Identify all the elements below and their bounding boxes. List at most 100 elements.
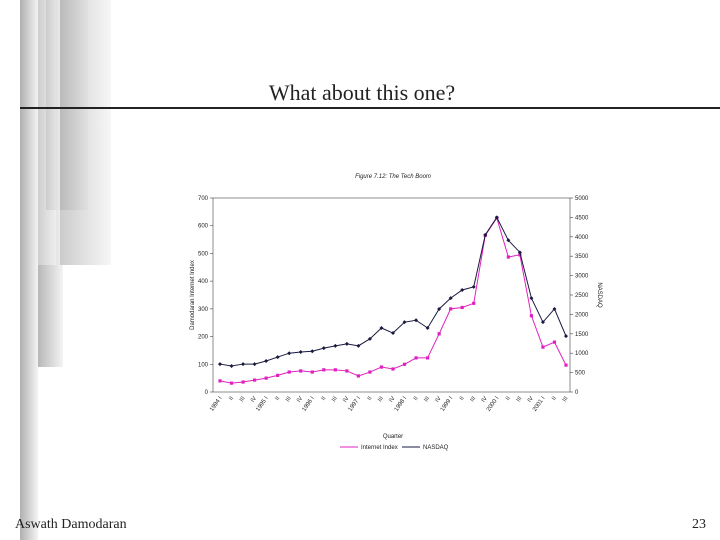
marker [241,362,246,367]
x-tick-label: III [239,395,247,403]
x-tick-label: II [505,395,512,401]
marker [333,343,338,348]
y-tick-label: 600 [198,224,209,230]
marker [264,376,268,380]
marker [299,369,303,373]
y2-tick-label: 3000 [575,274,589,280]
marker [402,320,407,325]
marker [264,358,269,363]
legend-label: Internet Index [361,445,398,451]
slide-title: What about this one? [269,80,455,105]
x-tick-label: III [470,395,478,403]
marker [460,305,464,310]
marker [529,296,534,301]
y2-tick-label: 1000 [575,351,589,357]
x-tick-label: III [562,395,570,403]
marker [287,370,291,374]
y2-tick-label: 4500 [575,215,589,221]
x-tick-label: 1998 I [394,395,409,412]
marker [252,362,257,367]
x-tick-label: 2000 I [486,395,501,412]
marker [229,364,234,369]
y-tick-label: 400 [198,279,209,285]
x-tick-label: 1994 I [209,395,224,412]
marker [275,355,280,360]
marker [298,350,303,355]
marker [367,336,372,341]
y2-axis-label: NASDAQ [596,282,602,308]
marker [449,307,453,311]
y-tick-label: 700 [198,196,209,202]
marker [529,314,533,318]
decoration [20,0,38,540]
x-tick-label: IV [250,396,258,404]
marker [448,296,453,301]
marker [218,362,222,367]
marker [414,318,419,323]
marker [321,346,326,351]
x-tick-label: III [331,395,339,403]
x-tick-label: III [377,395,385,403]
x-tick-label: IV [527,396,535,404]
marker [437,332,441,336]
y2-tick-label: 2500 [575,293,589,299]
x-axis-label: Quarter [383,434,403,440]
marker [426,356,430,360]
x-tick-label: 1995 I [255,395,270,412]
y-tick-label: 500 [198,251,209,257]
marker [344,341,349,346]
x-tick-label: II [413,395,420,401]
marker [333,368,337,372]
marker [541,345,545,349]
marker [356,343,361,348]
page-number: 23 [692,517,706,532]
marker [402,362,407,366]
y-tick-label: 300 [198,307,209,313]
y2-tick-label: 5000 [575,196,589,202]
marker [229,381,234,385]
marker [379,365,384,369]
marker [310,370,314,374]
x-tick-label: IV [342,396,350,404]
y-tick-label: 100 [198,362,209,368]
series-line [219,216,567,384]
marker [310,349,315,354]
y-tick-label: 0 [205,390,209,396]
x-tick-label: IV [481,396,489,404]
x-tick-label: II [274,395,281,401]
x-tick-label: III [516,395,524,403]
series-line [219,216,567,367]
marker [506,238,511,243]
marker [425,325,430,330]
x-tick-label: II [228,395,235,401]
y2-tick-label: 0 [575,390,579,396]
y2-tick-label: 3500 [575,254,589,260]
plot-frame [212,197,571,393]
marker [437,306,442,311]
marker [564,334,568,339]
x-tick-label: 2001 I [532,395,547,412]
marker [483,232,488,237]
marker [517,250,522,255]
marker [322,368,326,372]
x-tick-label: III [423,395,431,403]
marker [564,363,568,367]
marker [368,370,372,374]
y-axis-label: Damodaran Internet Index [190,260,196,330]
marker [518,253,522,257]
x-tick-label: IV [388,396,396,404]
x-tick-label: II [367,395,374,401]
x-tick-label: III [285,395,293,403]
marker [471,284,476,289]
x-tick-label: 1996 I [301,395,316,412]
y2-tick-label: 500 [575,371,586,377]
y2-tick-label: 4000 [575,235,589,241]
marker [218,379,222,383]
decoration [35,265,63,367]
marker [506,255,510,259]
marker [472,301,476,305]
marker [391,331,395,336]
marker [253,378,257,382]
x-tick-label: 1999 I [440,395,455,412]
